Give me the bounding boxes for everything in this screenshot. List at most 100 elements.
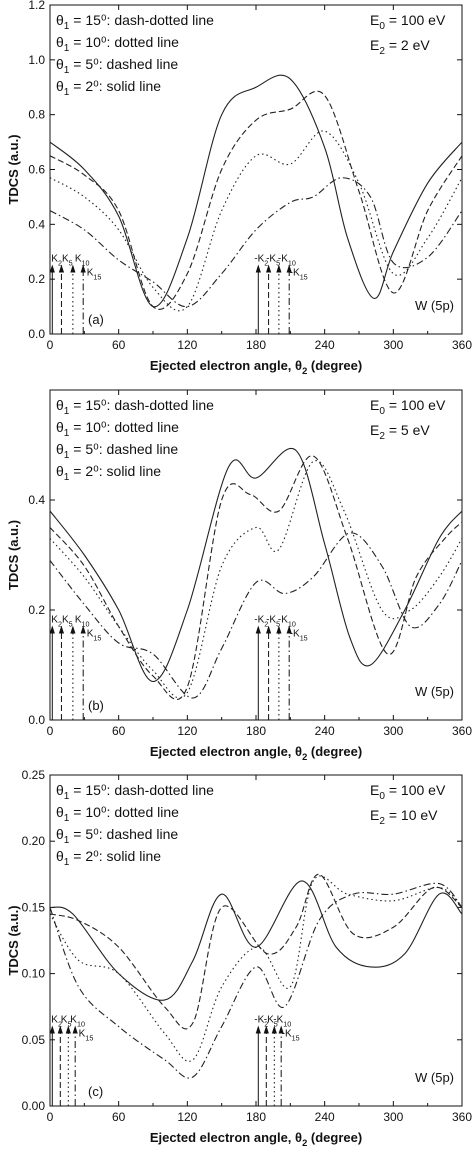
y-tick-label: 0.6 xyxy=(28,163,45,177)
momentum-arrow-label: -K2 xyxy=(254,253,268,267)
x-tick-label: 120 xyxy=(177,1110,197,1124)
y-tick-label: 0.4 xyxy=(28,217,45,231)
momentum-arrowhead xyxy=(276,264,282,273)
momentum-arrow-label: K15 xyxy=(79,1029,94,1043)
legend-entry: θ1 = 5⁰: dashed line xyxy=(56,826,178,846)
plot-frame xyxy=(49,389,463,721)
momentum-arrow-label: K5 xyxy=(62,615,73,629)
y-tick-label: 0.05 xyxy=(22,1033,46,1047)
momentum-arrowhead xyxy=(80,264,86,273)
momentum-arrow-label: -K5 xyxy=(264,1015,278,1029)
momentum-arrowhead xyxy=(286,264,292,273)
series-line-dashed xyxy=(49,90,463,310)
momentum-arrowhead xyxy=(286,625,292,634)
y-tick-label: 0.15 xyxy=(22,900,46,914)
momentum-arrowhead xyxy=(265,264,272,273)
y-tick-label: 0.20 xyxy=(22,834,46,848)
target-label: W (5p) xyxy=(415,684,454,699)
legend-entry: θ1 = 15⁰: dash-dotted line xyxy=(56,397,214,417)
series-line-dotted xyxy=(49,875,463,1062)
momentum-arrow-label: -K5 xyxy=(266,253,280,267)
y-tick-label: 0.25 xyxy=(22,768,46,782)
momentum-arrow-label: -K15 xyxy=(282,1029,300,1043)
legend-entry: θ1 = 15⁰: dash-dotted line xyxy=(56,12,214,32)
x-axis-title: Ejected electron angle, θ2 (degree) xyxy=(150,358,362,376)
legend-entry: θ1 = 10⁰: dotted line xyxy=(56,419,179,439)
momentum-arrowhead xyxy=(278,1025,284,1034)
y-tick-label: 0.2 xyxy=(28,272,45,286)
y-axis-title: TDCS (a.u.) xyxy=(6,520,21,590)
chart-panel-b: 0 60 120 180 240 300 360 0.0 0.2 0.4 Ejected elect… xyxy=(6,389,472,762)
legend-entry: θ1 = 10⁰: dotted line xyxy=(56,34,179,54)
series-line-solid xyxy=(49,74,463,308)
x-tick-label: 240 xyxy=(315,724,335,738)
y-tick-label: 0.8 xyxy=(28,108,45,122)
y-tick-label: 0.0 xyxy=(28,327,45,341)
x-tick-label: 300 xyxy=(383,1110,403,1124)
x-tick-label: 60 xyxy=(112,1110,126,1124)
momentum-arrowhead xyxy=(70,625,76,634)
momentum-arrow-label: -K5 xyxy=(266,615,280,629)
y-tick-label: 1.2 xyxy=(28,0,45,12)
series-line-dotted xyxy=(49,130,463,312)
chart-panel-c: 0 60 120 180 240 300 360 0.00 0.05 0.10 0.15 0.20 0.… xyxy=(6,768,472,1148)
momentum-arrowhead xyxy=(49,1025,55,1034)
y-tick-label: 0.0 xyxy=(28,713,45,727)
momentum-arrow-label: -K2 xyxy=(254,1015,268,1029)
series-line-dashed xyxy=(49,873,463,1030)
legend-entry: θ1 = 2⁰: solid line xyxy=(56,848,161,868)
series-line-dash-dotted xyxy=(49,882,463,1079)
momentum-arrow-label: -K10 xyxy=(273,1015,291,1029)
series-line-dashed xyxy=(49,455,463,700)
x-tick-label: 120 xyxy=(177,338,197,352)
momentum-arrow-label: -K15 xyxy=(290,267,308,281)
momentum-arrowhead xyxy=(255,264,261,273)
param-label: E2 = 5 eV xyxy=(370,422,430,442)
param-label: E2 = 10 eV xyxy=(370,807,438,827)
momentum-arrow-label: -K2 xyxy=(254,615,268,629)
momentum-arrow-label: -K10 xyxy=(278,615,296,629)
momentum-arrowhead xyxy=(72,1025,78,1034)
target-label: W (5p) xyxy=(415,1070,454,1085)
series-line-solid xyxy=(49,880,463,1001)
momentum-arrow-label: K15 xyxy=(87,267,102,281)
y-tick-label: 1.0 xyxy=(28,53,45,67)
param-label: E0 = 100 eV xyxy=(370,782,446,802)
y-tick-label: 0.00 xyxy=(22,1099,46,1113)
momentum-arrowhead xyxy=(58,625,65,634)
momentum-arrow-label: K2 xyxy=(51,253,62,267)
momentum-arrow-label: K2 xyxy=(51,1015,62,1029)
param-label: E2 = 2 eV xyxy=(370,37,430,57)
series-line-solid xyxy=(49,447,463,683)
momentum-arrowhead xyxy=(265,625,272,634)
x-axis-title: Ejected electron angle, θ2 (degree) xyxy=(150,744,362,762)
legend-entry: θ1 = 15⁰: dash-dotted line xyxy=(56,782,214,802)
plot-frame xyxy=(49,4,463,335)
x-tick-label: 60 xyxy=(112,338,126,352)
x-tick-label: 360 xyxy=(452,724,472,738)
momentum-arrow-label: K5 xyxy=(62,253,73,267)
chart-panel-a: 0 60 120 180 240 300 360 0.0 0.2 0.4 0.6 0.8 1.0 1.2 E… xyxy=(6,0,472,376)
momentum-arrowhead xyxy=(57,1025,63,1034)
legend-entry: θ1 = 5⁰: dashed line xyxy=(56,441,178,461)
legend-entry: θ1 = 5⁰: dashed line xyxy=(56,56,178,76)
momentum-arrow-label: -K15 xyxy=(290,629,308,643)
momentum-arrow-label: K10 xyxy=(75,253,90,267)
momentum-arrowhead xyxy=(58,264,65,273)
param-label: E0 = 100 eV xyxy=(370,397,446,417)
x-tick-label: 300 xyxy=(383,724,403,738)
x-tick-label: 0 xyxy=(47,724,54,738)
x-tick-label: 360 xyxy=(452,1110,472,1124)
momentum-arrowhead xyxy=(271,1025,277,1034)
series-line-dotted xyxy=(49,460,463,699)
momentum-arrow-label: K15 xyxy=(87,629,102,643)
momentum-arrowhead xyxy=(49,264,55,273)
x-tick-label: 180 xyxy=(246,724,266,738)
momentum-arrowhead xyxy=(263,1025,269,1034)
y-tick-label: 0.10 xyxy=(22,967,46,981)
momentum-arrowhead xyxy=(80,625,86,634)
x-tick-label: 180 xyxy=(246,1110,266,1124)
x-tick-label: 360 xyxy=(452,338,472,352)
x-tick-label: 300 xyxy=(383,338,403,352)
